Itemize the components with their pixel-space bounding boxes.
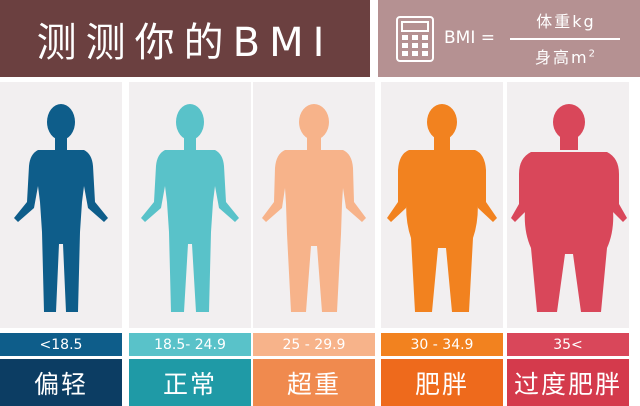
body-silhouette-icon (14, 104, 108, 312)
formula-banner: BMI = 体重kg 身高m2 (378, 0, 640, 77)
figure-panel-severely-obese (507, 82, 629, 328)
label-overweight: 超重 (253, 359, 375, 406)
range-overweight: 25 - 29.9 (253, 333, 375, 356)
range-severely-obese: 35< (507, 333, 629, 356)
formula-numerator: 体重kg (536, 12, 596, 31)
range-underweight: <18.5 (0, 333, 122, 356)
page-title: 测测你的BMI (36, 19, 334, 66)
figure-panel-overweight (253, 82, 375, 328)
label-obese: 肥胖 (381, 359, 503, 406)
body-silhouette-icon (141, 104, 239, 312)
figure-panel-obese (381, 82, 503, 328)
body-silhouette-icon (262, 104, 366, 312)
formula-denominator: 身高m2 (535, 48, 597, 67)
body-silhouette-icon (387, 104, 497, 312)
fraction-bar (510, 38, 620, 40)
label-underweight: 偏轻 (0, 359, 122, 406)
body-silhouette-icon (511, 104, 627, 312)
calculator-icon (396, 16, 434, 66)
formula-lhs: BMI = (444, 28, 495, 48)
label-normal: 正常 (129, 359, 251, 406)
header-banner: 测测你的BMI (0, 0, 370, 77)
label-severely-obese: 过度肥胖 (507, 359, 629, 406)
figure-panel-underweight (0, 82, 122, 328)
figure-panel-normal (129, 82, 251, 328)
range-normal: 18.5- 24.9 (129, 333, 251, 356)
range-obese: 30 - 34.9 (381, 333, 503, 356)
